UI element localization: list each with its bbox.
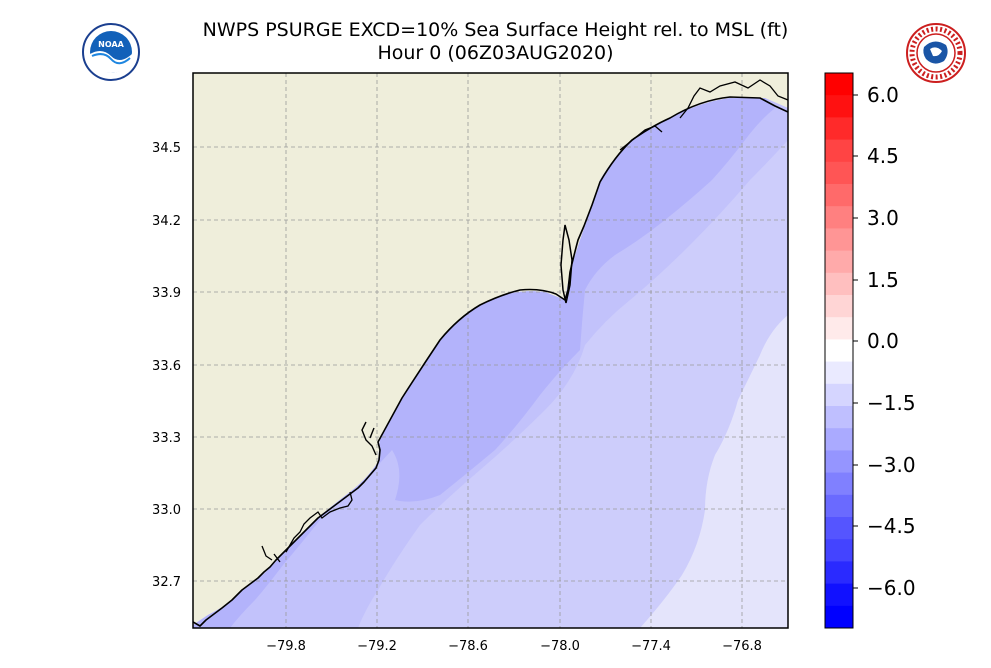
map-frame: [192, 72, 789, 629]
colorbar-block: [825, 184, 853, 207]
colorbar-block: [825, 206, 853, 229]
colorbar-block: [825, 383, 853, 407]
lon-label: −79.2: [357, 639, 397, 654]
colorbar-block: [825, 561, 853, 585]
noaa-logo-text: NOAA: [98, 40, 124, 49]
colorbar-block: [825, 361, 853, 385]
charleston-coast: [261, 491, 353, 563]
colorbar-block: [825, 228, 853, 252]
colorbar: [825, 73, 853, 629]
winyah-bay-inlet: [361, 421, 377, 456]
colorbar-block: [825, 339, 853, 363]
colorbar-label: 0.0: [867, 329, 899, 353]
longitude-labels: −79.8 −79.2 −78.6 −78.0 −77.4 −76.8: [266, 639, 762, 654]
lat-label: 33.9: [152, 286, 181, 301]
lon-label: −78.6: [448, 639, 488, 654]
colorbar-label: −1.5: [867, 391, 916, 415]
lat-label: 33.0: [152, 503, 181, 518]
colorbar-block: [825, 494, 853, 518]
colorbar-block: [825, 605, 853, 629]
colorbar-label: 4.5: [867, 144, 899, 168]
colorbar-label: −3.0: [867, 453, 916, 477]
lat-label: 32.7: [152, 575, 181, 590]
lon-label: −78.0: [540, 639, 580, 654]
colorbar-label: 1.5: [867, 268, 899, 292]
map-gridlines: [193, 73, 788, 628]
colorbar-block: [825, 428, 853, 451]
colorbar-label: −6.0: [867, 576, 916, 600]
colorbar-block: [825, 95, 853, 118]
colorbar-block: [825, 250, 853, 274]
colorbar-block: [825, 73, 853, 96]
colorbar-block: [825, 139, 853, 163]
colorbar-block: [825, 317, 853, 340]
lon-label: −79.8: [266, 639, 306, 654]
map-title: NWPS PSURGE EXCD=10% Sea Surface Height …: [202, 19, 789, 41]
cape-fear-island: [560, 224, 573, 304]
lat-label: 34.5: [152, 141, 181, 156]
latitude-labels: 34.5 34.2 33.9 33.6 33.3 33.0 32.7: [152, 141, 181, 590]
colorbar-block: [825, 295, 853, 318]
lon-label: −76.8: [722, 639, 762, 654]
lat-label: 33.3: [152, 431, 181, 446]
colorbar-block: [825, 450, 853, 474]
colorbar-ticks: 6.0 4.5 3.0 1.5 0.0 −1.5 −3.0 −4.5 −6.0: [853, 83, 916, 600]
colorbar-frame: [824, 72, 854, 629]
noaa-logo-icon: NOAA: [82, 23, 140, 81]
nws-logo-icon: [906, 23, 966, 83]
lat-label: 33.6: [152, 359, 181, 374]
colorbar-block: [825, 472, 853, 496]
colorbar-label: 3.0: [867, 206, 899, 230]
lat-label: 34.2: [152, 214, 181, 229]
colorbar-block: [825, 406, 853, 429]
colorbar-block: [825, 517, 853, 540]
colorbar-label: −4.5: [867, 514, 916, 538]
colorbar-label: 6.0: [867, 83, 899, 107]
colorbar-block: [825, 117, 853, 141]
colorbar-block: [825, 161, 853, 185]
map-subtitle: Hour 0 (06Z03AUG2020): [377, 42, 614, 64]
colorbar-block: [825, 583, 853, 607]
lon-label: −77.4: [631, 639, 671, 654]
colorbar-block: [825, 272, 853, 296]
ocean-surge-band-dark: [193, 98, 775, 628]
colorbar-block: [825, 539, 853, 562]
nc-sound-coast: [619, 79, 788, 151]
